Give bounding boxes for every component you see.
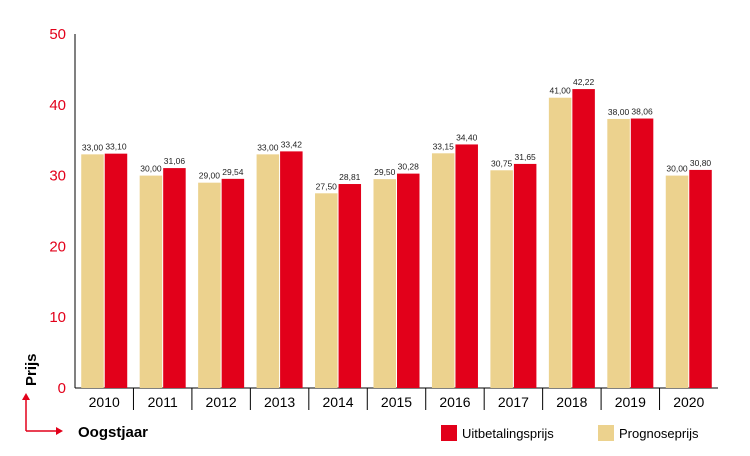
data-label-uitbetalingsprijs-2017: 31,65 bbox=[515, 152, 537, 162]
data-label-uitbetalingsprijs-2013: 33,42 bbox=[281, 139, 303, 149]
bar-prognoseprijs-2016 bbox=[431, 153, 455, 388]
bar-uitbetalingsprijs-2014 bbox=[338, 184, 362, 388]
y-tick-label: 10 bbox=[49, 309, 66, 326]
x-tick-label-2013: 2013 bbox=[264, 394, 295, 410]
y-tick-labels: 0 10 20 30 40 50 bbox=[49, 26, 66, 397]
legend: Uitbetalingsprijs Prognoseprijs bbox=[441, 425, 699, 441]
bar-prognoseprijs-2017 bbox=[490, 170, 513, 388]
x-tick-label-2015: 2015 bbox=[381, 394, 412, 410]
data-label-prognoseprijs-2020: 30,00 bbox=[666, 164, 688, 174]
y-tick-label: 30 bbox=[49, 168, 66, 185]
legend-label-prognoseprijs: Prognoseprijs bbox=[619, 426, 699, 441]
bar-uitbetalingsprijs-2016 bbox=[455, 144, 478, 388]
data-label-prognoseprijs-2016: 33,15 bbox=[433, 141, 455, 151]
legend-label-uitbetalingsprijs: Uitbetalingsprijs bbox=[462, 426, 554, 441]
bar-prognoseprijs-2020 bbox=[665, 175, 689, 388]
bar-prognoseprijs-2018 bbox=[548, 97, 572, 388]
data-label-uitbetalingsprijs-2019: 38,06 bbox=[631, 107, 653, 117]
data-label-uitbetalingsprijs-2014: 28,81 bbox=[339, 172, 361, 182]
y-tick-label: 20 bbox=[49, 238, 66, 255]
bar-uitbetalingsprijs-2011 bbox=[163, 168, 186, 388]
x-tick-labels: 2010 2011 2012 2013 2014 2015 2016 2017 2018 2019… bbox=[89, 394, 705, 410]
data-label-prognoseprijs-2012: 29,00 bbox=[199, 171, 221, 181]
bar-uitbetalingsprijs-2020 bbox=[689, 169, 712, 388]
x-tick-label-2020: 2020 bbox=[673, 394, 704, 410]
category-separators bbox=[132, 388, 661, 410]
bar-prognoseprijs-2012 bbox=[198, 182, 221, 388]
x-tick-label-2016: 2016 bbox=[439, 394, 470, 410]
bar-prognoseprijs-2019 bbox=[607, 118, 630, 389]
y-tick-label: 0 bbox=[58, 380, 66, 397]
x-tick-label-2012: 2012 bbox=[206, 394, 237, 410]
x-axis-title: Oogstjaar bbox=[78, 424, 148, 441]
y-tick-label: 40 bbox=[49, 97, 66, 114]
data-label-uitbetalingsprijs-2020: 30,80 bbox=[690, 158, 712, 168]
axis-arrows bbox=[22, 393, 63, 435]
x-tick-label-2019: 2019 bbox=[615, 394, 646, 410]
bar-uitbetalingsprijs-2012 bbox=[221, 178, 245, 388]
x-tick-label-2018: 2018 bbox=[556, 394, 587, 410]
bar-uitbetalingsprijs-2018 bbox=[572, 89, 595, 388]
data-label-prognoseprijs-2019: 38,00 bbox=[608, 107, 630, 117]
bar-prognoseprijs-2010 bbox=[81, 154, 104, 388]
data-label-prognoseprijs-2013: 33,00 bbox=[257, 142, 279, 152]
legend-swatch-prognoseprijs bbox=[598, 425, 614, 441]
data-label-prognoseprijs-2011: 30,00 bbox=[140, 164, 162, 174]
data-label-prognoseprijs-2017: 30,75 bbox=[491, 158, 513, 168]
data-label-uitbetalingsprijs-2015: 30,28 bbox=[398, 162, 420, 172]
x-tick-label-2017: 2017 bbox=[498, 394, 529, 410]
bar-uitbetalingsprijs-2019 bbox=[630, 118, 654, 388]
x-tick-label-2014: 2014 bbox=[322, 394, 353, 410]
data-label-uitbetalingsprijs-2016: 34,40 bbox=[456, 132, 478, 142]
data-label-prognoseprijs-2014: 27,50 bbox=[316, 181, 338, 191]
data-label-uitbetalingsprijs-2010: 33,10 bbox=[105, 142, 127, 152]
bar-prognoseprijs-2011 bbox=[139, 175, 163, 388]
x-arrow-head bbox=[56, 427, 63, 435]
x-tick-label-2010: 2010 bbox=[89, 394, 120, 410]
bar-uitbetalingsprijs-2015 bbox=[397, 173, 420, 388]
legend-swatch-uitbetalingsprijs bbox=[441, 425, 457, 441]
bar-uitbetalingsprijs-2010 bbox=[104, 153, 128, 388]
bar-uitbetalingsprijs-2013 bbox=[280, 151, 303, 388]
data-label-uitbetalingsprijs-2011: 31,06 bbox=[164, 156, 186, 166]
bar-prognoseprijs-2014 bbox=[315, 193, 338, 388]
y-tick-label: 50 bbox=[49, 26, 66, 43]
data-label-uitbetalingsprijs-2018: 42,22 bbox=[573, 77, 595, 87]
y-axis-title: Prijs bbox=[23, 353, 40, 386]
data-label-uitbetalingsprijs-2012: 29,54 bbox=[222, 167, 244, 177]
data-label-prognoseprijs-2018: 41,00 bbox=[549, 86, 571, 96]
x-tick-label-2011: 2011 bbox=[148, 394, 178, 410]
bar-prognoseprijs-2015 bbox=[373, 179, 396, 388]
data-label-prognoseprijs-2010: 33,00 bbox=[82, 142, 104, 152]
bar-prognoseprijs-2013 bbox=[256, 154, 280, 388]
bar-uitbetalingsprijs-2017 bbox=[513, 163, 537, 388]
y-arrow-head bbox=[22, 393, 30, 400]
data-label-prognoseprijs-2015: 29,50 bbox=[374, 167, 396, 177]
